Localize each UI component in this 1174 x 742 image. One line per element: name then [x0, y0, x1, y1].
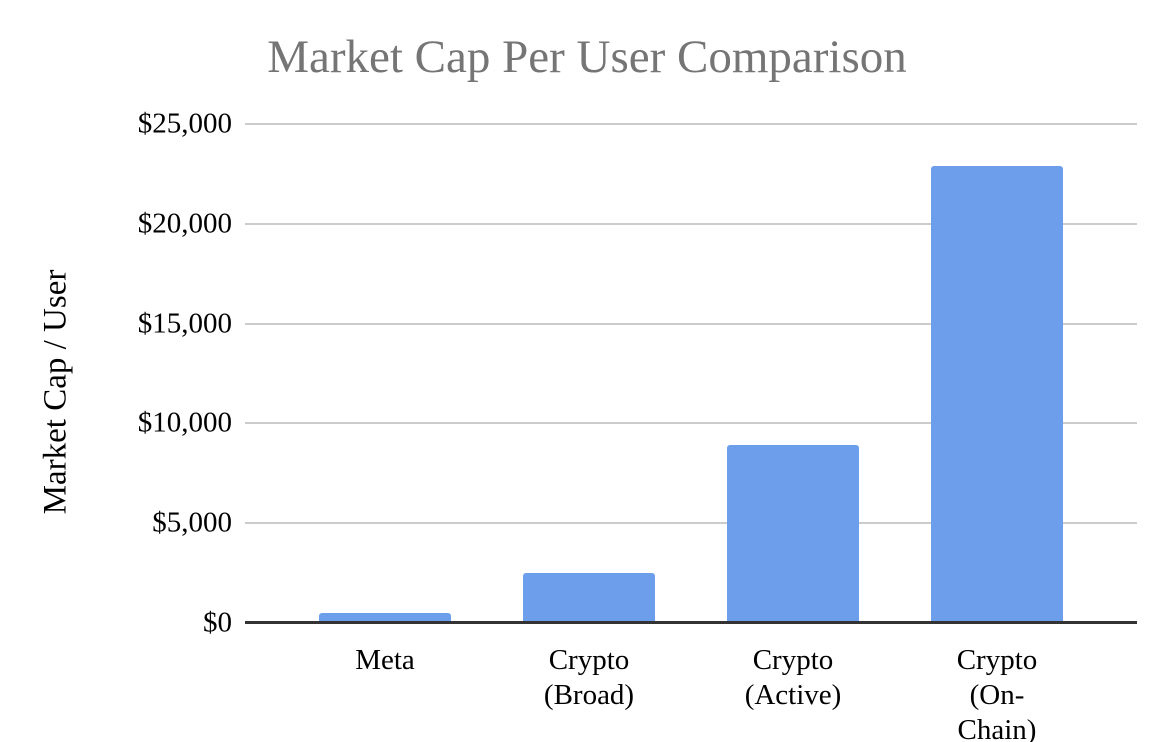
gridline [245, 522, 1137, 525]
x-tick-label: Crypto (Active) [744, 644, 842, 711]
chart-title: Market Cap Per User Comparison [267, 31, 907, 83]
x-axis-line [245, 621, 1137, 624]
gridline [245, 222, 1137, 225]
y-tick-label: $20,000 [137, 207, 232, 240]
plot-area [245, 123, 1137, 624]
x-tick-label: Crypto (Broad) [543, 644, 635, 711]
y-tick-label: $10,000 [137, 406, 232, 439]
y-tick-label: $5,000 [152, 506, 232, 539]
gridlines [245, 123, 1137, 623]
gridline [245, 322, 1137, 325]
x-tick-label: Meta [355, 644, 415, 676]
gridline [245, 422, 1137, 425]
bar-3 [931, 165, 1063, 623]
bar-2 [727, 445, 859, 623]
bar-1 [523, 573, 655, 623]
y-tick-label: $15,000 [137, 307, 232, 340]
x-tick-label: Crypto (On-Chain) [956, 644, 1038, 742]
gridline [245, 123, 1137, 125]
bar-0 [319, 613, 451, 623]
bars [245, 124, 1137, 623]
y-tick-label: $0 [203, 606, 232, 639]
y-tick-label: $25,000 [137, 107, 232, 140]
